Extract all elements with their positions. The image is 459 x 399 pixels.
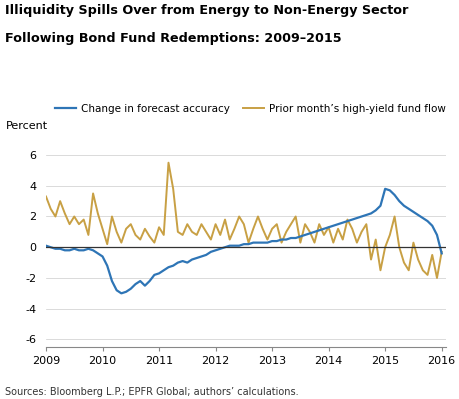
Legend: Change in forecast accuracy, Prior month’s high-yield fund flow: Change in forecast accuracy, Prior month… [51,99,449,118]
Text: Following Bond Fund Redemptions: 2009–2015: Following Bond Fund Redemptions: 2009–20… [5,32,341,45]
Text: Percent: Percent [6,121,48,131]
Text: Sources: Bloomberg L.P.; EPFR Global; authors’ calculations.: Sources: Bloomberg L.P.; EPFR Global; au… [5,387,297,397]
Text: Illiquidity Spills Over from Energy to Non-Energy Sector: Illiquidity Spills Over from Energy to N… [5,4,407,17]
